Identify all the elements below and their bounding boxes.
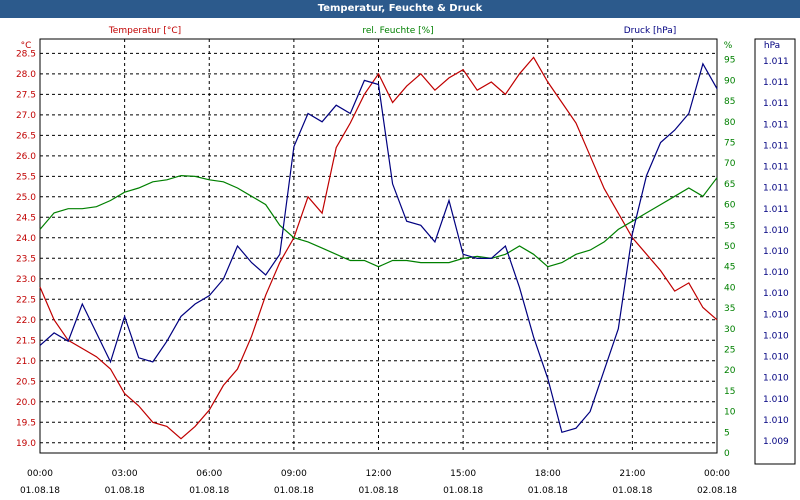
temperature-tick: 20.5 — [16, 377, 36, 387]
series-line-temperature — [39, 56, 718, 440]
x-tick-date: 02.08.18 — [697, 486, 737, 496]
temperature-tick: 28.5 — [16, 49, 36, 59]
x-tick-time: 18:00 — [535, 469, 561, 479]
temperature-tick: 27.0 — [16, 111, 36, 121]
humidity-tick: 15 — [724, 387, 735, 397]
pressure-tick: 1.011 — [763, 205, 789, 215]
pressure-tick: 1.010 — [763, 247, 789, 257]
humidity-ticks: 0 5 10 15 20 25 30 35 40 45 50 55 60 65 70 75 80 85 90 95 — [724, 56, 736, 459]
humidity-tick: 10 — [724, 408, 736, 418]
series-group — [39, 56, 718, 440]
pressure-tick: 1.011 — [763, 120, 789, 130]
temperature-tick: 22.0 — [16, 316, 36, 326]
pressure-tick: 1.011 — [763, 57, 789, 67]
x-tick-date: 01.08.18 — [358, 486, 398, 496]
humidity-tick: 35 — [724, 304, 735, 314]
pressure-tick: 1.010 — [763, 374, 789, 384]
humidity-tick: 70 — [724, 159, 736, 169]
temperature-tick: 25.5 — [16, 172, 36, 182]
x-ticks: 00:00 01.08.18 03:00 01.08.18 06:00 01.08.18 0… — [20, 469, 737, 496]
temperature-tick: 19.5 — [16, 418, 36, 428]
temperature-tick: 24.0 — [16, 234, 36, 244]
pressure-tick: 1.011 — [763, 99, 789, 109]
temperature-tick: 28.0 — [16, 70, 36, 80]
x-tick-time: 00:00 — [27, 469, 53, 479]
pressure-tick: 1.010 — [763, 268, 789, 278]
x-tick-date: 01.08.18 — [612, 486, 652, 496]
pressure-tick: 1.010 — [763, 331, 789, 341]
humidity-axis-label: rel. Feuchte [%] — [362, 26, 433, 36]
temperature-tick: 20.0 — [16, 398, 36, 408]
pressure-tick: 1.009 — [763, 437, 789, 447]
temperature-tick: 27.5 — [16, 90, 36, 100]
temperature-ticks: 19.0 19.5 20.0 20.5 21.0 21.5 22.0 22.5 23.0 23.5… — [16, 49, 36, 448]
pressure-axis-frame — [754, 38, 796, 465]
humidity-tick: 55 — [724, 221, 735, 231]
humidity-unit: % — [724, 41, 733, 51]
x-tick-date: 01.08.18 — [20, 486, 60, 496]
pressure-tick: 1.010 — [763, 395, 789, 405]
temperature-tick: 26.5 — [16, 131, 36, 141]
temperature-tick: 21.0 — [16, 357, 36, 367]
pressure-ticks: 1.009 1.010 1.010 1.010 1.010 1.010 1.010 1.010… — [763, 57, 789, 447]
humidity-tick: 60 — [724, 201, 736, 211]
humidity-tick: 85 — [724, 97, 735, 107]
humidity-tick: 25 — [724, 346, 735, 356]
humidity-tick: 75 — [724, 139, 735, 149]
x-tick-date: 01.08.18 — [189, 486, 229, 496]
pressure-axis-label: Druck [hPa] — [624, 26, 677, 36]
temperature-tick: 26.0 — [16, 152, 36, 162]
x-tick-time: 03:00 — [112, 469, 138, 479]
temperature-axis-label: Temperatur [°C] — [108, 26, 181, 36]
window-title: Temperatur, Feuchte & Druck — [317, 3, 483, 14]
x-tick-time: 09:00 — [281, 469, 307, 479]
grid — [40, 39, 717, 453]
pressure-tick: 1.011 — [763, 141, 789, 151]
temperature-tick: 21.5 — [16, 336, 36, 346]
humidity-tick: 40 — [724, 283, 736, 293]
x-tick-time: 15:00 — [450, 469, 476, 479]
pressure-tick: 1.010 — [763, 289, 789, 299]
humidity-tick: 30 — [724, 325, 736, 335]
humidity-tick: 90 — [724, 76, 736, 86]
x-tick-date: 01.08.18 — [528, 486, 568, 496]
x-tick-time: 12:00 — [366, 469, 392, 479]
humidity-tick: 65 — [724, 180, 735, 190]
pressure-tick: 1.011 — [763, 78, 789, 88]
x-tick-time: 00:00 — [704, 469, 730, 479]
temperature-unit: °C — [21, 41, 32, 51]
x-tick-time: 06:00 — [196, 469, 222, 479]
pressure-tick: 1.011 — [763, 184, 789, 194]
series-line-pressure — [39, 62, 718, 434]
pressure-tick: 1.010 — [763, 310, 789, 320]
title-bar: Temperatur, Feuchte & Druck — [0, 0, 800, 18]
humidity-tick: 80 — [724, 118, 736, 128]
humidity-tick: 20 — [724, 366, 736, 376]
series-line-humidity — [39, 174, 718, 268]
x-tick-date: 01.08.18 — [443, 486, 483, 496]
temperature-tick: 23.0 — [16, 275, 36, 285]
pressure-unit: hPa — [764, 41, 780, 51]
humidity-tick: 5 — [724, 428, 730, 438]
humidity-tick: 50 — [724, 242, 736, 252]
pressure-tick: 1.010 — [763, 416, 789, 426]
pressure-tick: 1.011 — [763, 163, 789, 173]
pressure-tick: 1.010 — [763, 353, 789, 363]
pressure-tick: 1.010 — [763, 226, 789, 236]
plot-frame — [39, 38, 718, 454]
x-tick-date: 01.08.18 — [105, 486, 145, 496]
humidity-tick: 45 — [724, 263, 735, 273]
temperature-tick: 22.5 — [16, 295, 36, 305]
temperature-tick: 24.5 — [16, 213, 36, 223]
temperature-tick: 19.0 — [16, 439, 36, 449]
temperature-tick: 25.0 — [16, 193, 36, 203]
x-tick-time: 21:00 — [619, 469, 645, 479]
x-tick-date: 01.08.18 — [274, 486, 314, 496]
humidity-tick: 0 — [724, 449, 730, 459]
temperature-tick: 23.5 — [16, 254, 36, 264]
humidity-tick: 95 — [724, 56, 735, 66]
